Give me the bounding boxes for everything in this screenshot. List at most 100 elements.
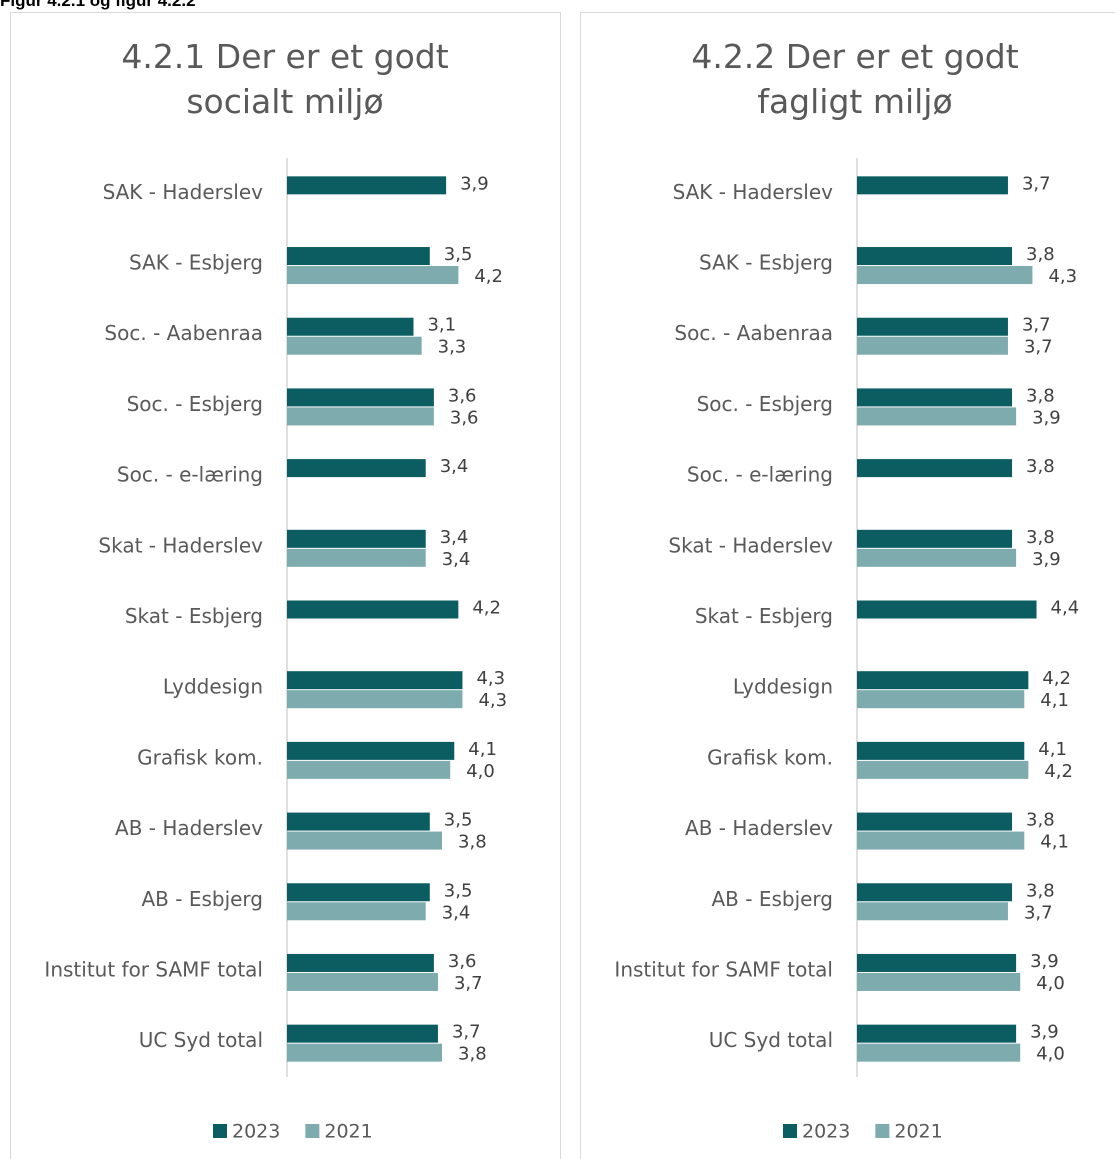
category-label: Soc. - Esbjerg (127, 392, 263, 416)
bar (857, 671, 1029, 690)
data-label: 4,1 (1038, 739, 1067, 760)
category-label: AB - Esbjerg (711, 887, 833, 911)
data-label: 4,1 (1040, 832, 1069, 853)
data-label: 3,4 (440, 527, 469, 548)
category-label: AB - Haderslev (115, 816, 263, 840)
bar (857, 831, 1025, 850)
bar (857, 972, 1021, 991)
data-label: 4,1 (1040, 690, 1069, 711)
bar (287, 176, 447, 195)
data-label: 3,6 (448, 951, 477, 972)
data-label: 3,4 (440, 456, 469, 477)
category-label: Skat - Esbjerg (695, 604, 833, 628)
bar (287, 317, 414, 336)
panel (580, 12, 1115, 1159)
data-label: 3,3 (438, 337, 467, 358)
chart-title: 4.2.2 Der er et godt fagligt miljø (691, 37, 1019, 121)
bar (287, 690, 463, 709)
bar (857, 247, 1013, 266)
data-label: 3,8 (1026, 527, 1055, 548)
category-label: SAK - Haderslev (103, 180, 264, 204)
bar (857, 548, 1017, 567)
bar (857, 407, 1017, 426)
bar (287, 812, 430, 831)
legend-label: 2021 (894, 1121, 942, 1143)
category-label: Soc. - e-læring (117, 463, 263, 487)
data-label: 4,2 (472, 598, 501, 619)
bar (857, 529, 1013, 548)
bar (857, 459, 1013, 478)
bar (287, 266, 459, 285)
category-label: Lyddesign (163, 675, 263, 699)
data-label: 3,1 (427, 315, 456, 336)
bar (287, 972, 438, 991)
category-label: Soc. - e-læring (687, 463, 833, 487)
bar (287, 760, 451, 779)
category-label: AB - Esbjerg (141, 887, 263, 911)
bar (287, 883, 430, 902)
legend-swatch (305, 1124, 320, 1138)
bar (287, 407, 434, 426)
bar (287, 1043, 443, 1062)
data-label: 3,7 (452, 1022, 481, 1043)
data-label: 3,9 (1030, 951, 1059, 972)
category-label: SAK - Esbjerg (699, 251, 833, 275)
bar (857, 760, 1029, 779)
bar (857, 336, 1008, 355)
data-label: 3,7 (1024, 337, 1053, 358)
bar (857, 883, 1013, 902)
category-label: Lyddesign (733, 675, 833, 699)
data-label: 3,7 (1024, 902, 1053, 923)
data-label: 3,5 (444, 810, 473, 831)
bar (287, 741, 455, 760)
bar (287, 459, 426, 478)
bar (857, 388, 1013, 407)
bar (857, 812, 1013, 831)
bar (287, 831, 443, 850)
legend-swatch (213, 1124, 227, 1138)
data-label: 4,2 (474, 266, 503, 287)
legend-swatch (783, 1124, 797, 1138)
data-label: 3,9 (1030, 1022, 1059, 1043)
category-label: Grafisk kom. (137, 745, 263, 769)
category-label: Institut for SAMF total (44, 957, 263, 981)
data-label: 3,6 (450, 407, 479, 428)
category-label: SAK - Haderslev (673, 180, 834, 204)
bar (857, 600, 1037, 619)
data-label: 4,4 (1051, 598, 1080, 619)
category-label: Skat - Haderslev (98, 533, 263, 557)
data-label: 3,8 (1026, 880, 1055, 901)
data-label: 4,0 (466, 761, 495, 782)
bar (857, 690, 1025, 709)
data-label: 3,4 (442, 902, 471, 923)
bar (857, 176, 1008, 195)
legend-label: 2023 (802, 1121, 850, 1143)
data-label: 3,8 (1026, 810, 1055, 831)
data-label: 3,4 (442, 549, 471, 570)
data-label: 4,3 (1048, 266, 1077, 287)
bar (857, 266, 1033, 285)
bar (287, 671, 463, 690)
data-label: 3,9 (1032, 549, 1061, 570)
bar (287, 548, 426, 567)
category-label: Institut for SAMF total (614, 957, 833, 981)
data-label: 3,9 (1032, 407, 1061, 428)
data-label: 4,1 (468, 739, 497, 760)
bar (287, 953, 434, 972)
bar (287, 902, 426, 921)
category-label: UC Syd total (709, 1028, 833, 1052)
data-label: 4,2 (1042, 668, 1071, 689)
data-label: 4,2 (1044, 761, 1073, 782)
data-label: 3,9 (460, 173, 489, 194)
data-label: 4,3 (476, 668, 505, 689)
bar (287, 1024, 438, 1043)
legend-label: 2021 (324, 1121, 372, 1143)
caption: Figur 4.2.1 og figur 4.2.2 (0, 0, 196, 10)
data-label: 3,5 (444, 880, 473, 901)
category-label: UC Syd total (139, 1028, 263, 1052)
category-label: Soc. - Esbjerg (697, 392, 833, 416)
bar (857, 1024, 1017, 1043)
bar (287, 529, 426, 548)
